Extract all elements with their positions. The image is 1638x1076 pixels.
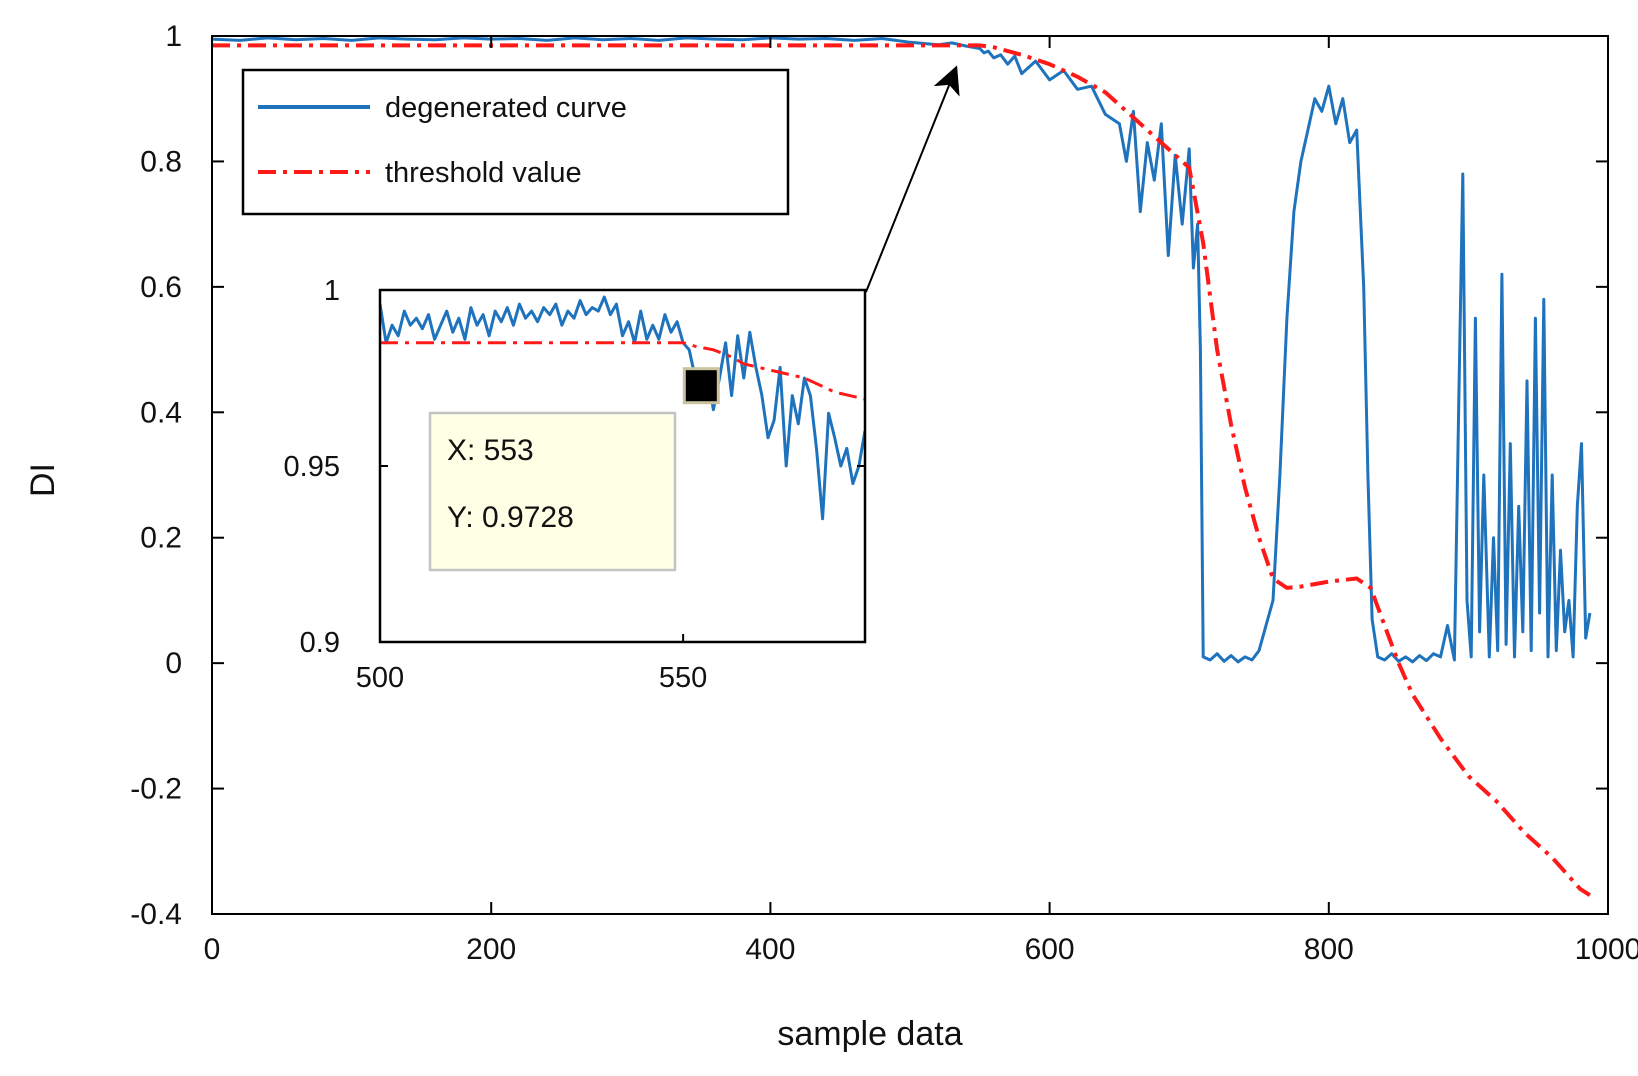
- inset-axes: 500 550 0.9 0.95 1: [284, 275, 865, 694]
- y-tick-label: 0.4: [140, 396, 182, 429]
- inset-y-tick-label: 1: [324, 275, 340, 307]
- series-line-degenerated: [212, 36, 1592, 664]
- y-tick-label: 0.2: [140, 522, 182, 555]
- datatip-y-label: Y: 0.9728: [447, 501, 574, 534]
- inset-y-tick-label: 0.95: [284, 451, 340, 483]
- x-tick-label: 600: [1025, 933, 1075, 966]
- zoom-arrow: [865, 65, 960, 293]
- datatip-marker[interactable]: [682, 367, 720, 405]
- main-axes-frame: [211, 35, 1609, 915]
- inset-x-tick-label: 550: [659, 662, 707, 694]
- y-tick-label: 0.6: [140, 271, 182, 304]
- x-tick-label: 200: [466, 933, 516, 966]
- datatip-x-label: X: 553: [447, 434, 534, 467]
- x-tick-label: 0: [204, 933, 221, 966]
- legend-label-threshold: threshold value: [385, 157, 582, 189]
- inset-series-line-degenerated: [380, 295, 865, 521]
- x-tick-label: 800: [1304, 933, 1354, 966]
- series-line-threshold: [212, 43, 1591, 897]
- y-tick-label: 1: [165, 20, 182, 53]
- legend-label-degenerated: degenerated curve: [385, 92, 627, 124]
- y-tick-label: 0: [165, 647, 182, 680]
- x-tick-label: 400: [745, 933, 795, 966]
- main-plot-area: [212, 36, 1592, 897]
- x-tick-label: 1000: [1575, 933, 1638, 966]
- inset-y-tick-label: 0.9: [300, 627, 340, 659]
- datatip[interactable]: X: 553 Y: 0.9728: [428, 367, 720, 572]
- inset-series-line-threshold: [380, 341, 865, 401]
- datatip-box: [428, 411, 677, 572]
- x-axis-label: sample data: [777, 1015, 962, 1053]
- y-axis-label: DI: [24, 463, 62, 497]
- legend-box: [241, 68, 790, 216]
- inset-x-tick-label: 500: [356, 662, 404, 694]
- y-tick-label: -0.2: [130, 773, 182, 806]
- y-tick-label: 0.8: [140, 145, 182, 178]
- main-axes: 0 200 400 600 800 1000 -0.4 -0.2 0 0.2 0.4 0.6 0.8 1: [130, 20, 1638, 966]
- legend: degenerated curve threshold value: [241, 68, 790, 216]
- y-tick-label: -0.4: [130, 898, 182, 931]
- inset-plot-area: [380, 295, 865, 521]
